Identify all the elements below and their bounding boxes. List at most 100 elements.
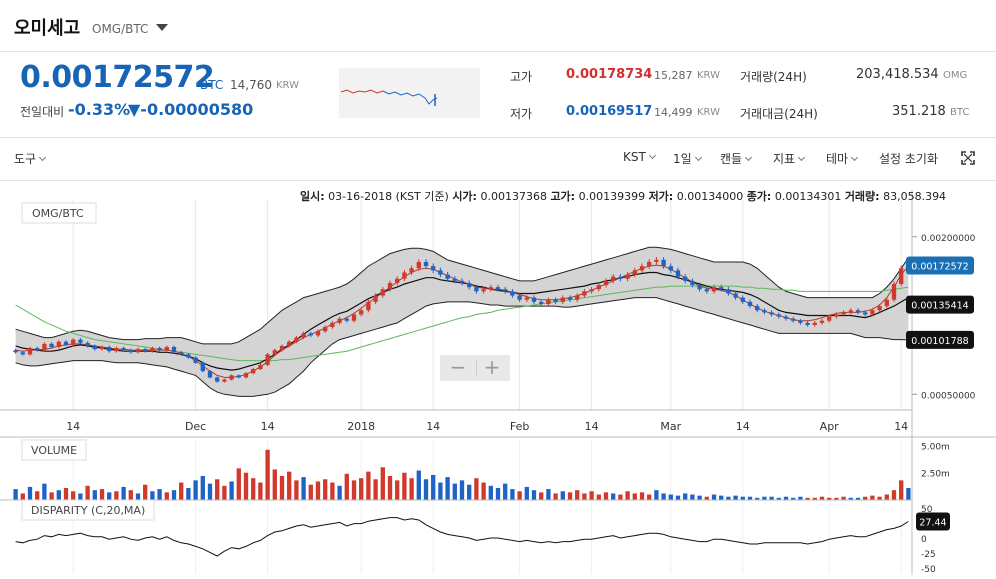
candle-body xyxy=(488,287,493,290)
reset-settings-button[interactable]: 설정 초기화 xyxy=(879,150,938,167)
candle-body xyxy=(27,348,33,355)
candle-body xyxy=(467,282,472,288)
price-chart[interactable]: 14 Dec 14 2018 14 Feb 14 Mar 14 Apr 14 0.00200000 0.… xyxy=(0,181,996,579)
candle-body xyxy=(524,297,529,300)
volume-bar xyxy=(452,483,457,500)
candle-body xyxy=(539,301,544,304)
volume-bar xyxy=(848,497,853,500)
candle-body xyxy=(380,289,385,296)
volume-bar xyxy=(92,490,97,500)
volume-bar xyxy=(776,497,781,500)
volume-bar xyxy=(373,479,378,500)
candle-body xyxy=(143,349,148,352)
zoom-in-button[interactable]: + xyxy=(483,355,501,379)
candle-body xyxy=(337,318,342,323)
candle-body xyxy=(308,333,313,336)
candle-body xyxy=(42,343,47,351)
candle-body xyxy=(121,348,126,351)
candle-body xyxy=(229,375,234,380)
sparkline-red xyxy=(340,89,384,94)
candle-body xyxy=(510,291,515,296)
candle-body xyxy=(762,310,767,313)
volume-bar xyxy=(877,496,882,500)
candle-body xyxy=(315,331,321,336)
candle-body xyxy=(834,314,839,317)
candle-body xyxy=(179,352,184,355)
chart-type-menu[interactable]: 캔들 xyxy=(720,150,753,167)
candle-body xyxy=(63,341,69,345)
interval-menu[interactable]: 1일 xyxy=(673,150,702,167)
candle-body xyxy=(459,280,465,283)
panel-label-box-disparity xyxy=(21,499,155,521)
amount-value: 351.218 xyxy=(892,104,946,119)
candle-body xyxy=(150,348,155,352)
candle-body xyxy=(517,295,522,300)
candle-body xyxy=(243,373,249,378)
candle-body xyxy=(431,266,436,271)
volume-bar xyxy=(35,491,40,500)
x-tick-label: 14 xyxy=(736,420,750,433)
candle-body xyxy=(798,320,803,323)
volume-bar xyxy=(344,473,349,500)
disparity-tick-label: -50 xyxy=(921,565,936,575)
price-tag-label: 0.00101788 xyxy=(911,336,968,347)
volume-bar xyxy=(402,472,407,500)
volume-bar xyxy=(812,497,817,500)
candle-body xyxy=(503,289,508,292)
coin-dropdown-icon[interactable] xyxy=(156,24,168,31)
volume-bar xyxy=(272,469,277,500)
volume-bar xyxy=(474,478,479,500)
volume-bar xyxy=(704,496,709,500)
volume-bar xyxy=(200,476,205,500)
candle-body xyxy=(755,306,760,311)
volume-bar xyxy=(611,493,616,500)
volume-bar xyxy=(157,489,162,500)
timezone-menu[interactable]: KST xyxy=(623,150,656,164)
info-volume-value: 83,058.394 xyxy=(883,190,947,203)
candle-body xyxy=(819,320,825,323)
volume-bar xyxy=(416,470,421,500)
zoom-out-button[interactable]: − xyxy=(449,355,467,379)
volume-bar xyxy=(366,471,371,500)
interval-menu-label: 1일 xyxy=(673,152,692,166)
volume-bar xyxy=(78,493,83,500)
candle-body xyxy=(884,299,889,307)
x-tick-label: 14 xyxy=(894,420,908,433)
candle-body xyxy=(71,339,76,345)
candle-body xyxy=(618,276,623,279)
change-label: 전일대비 xyxy=(20,105,65,119)
bollinger-upper-line xyxy=(15,246,909,345)
volume-bar xyxy=(459,480,465,500)
axis-layer: 14 Dec 14 2018 14 Feb 14 Mar 14 Apr 14 0.00200000 0.… xyxy=(0,190,996,575)
indicator-menu[interactable]: 지표 xyxy=(773,150,806,167)
fullscreen-icon[interactable] xyxy=(961,151,975,165)
candle-body xyxy=(373,295,378,302)
candle-body xyxy=(207,371,213,378)
change-amount: ▼-0.00000580 xyxy=(128,100,254,119)
volume-bar xyxy=(359,478,364,500)
volume-bar xyxy=(258,482,263,500)
volume-bar xyxy=(236,468,241,500)
volume-bar xyxy=(740,496,745,500)
candle-body xyxy=(603,280,609,286)
candle-body xyxy=(359,310,364,315)
theme-menu[interactable]: 테마 xyxy=(826,150,859,167)
volume-bar xyxy=(575,490,580,500)
price-unit: BTC xyxy=(200,78,224,92)
volume-bar xyxy=(481,482,486,500)
volume-bar xyxy=(603,492,609,500)
candle-body xyxy=(740,297,745,302)
volume-bar xyxy=(531,490,537,500)
candle-body xyxy=(35,348,40,351)
volume-bar xyxy=(323,479,328,500)
candle-body xyxy=(719,287,724,290)
candle-body xyxy=(236,375,241,378)
candle-body xyxy=(611,276,616,281)
candle-body xyxy=(855,310,861,313)
high-krw: 15,287 xyxy=(654,69,693,82)
volume-bar xyxy=(661,493,666,500)
tools-menu[interactable]: 도구 xyxy=(14,150,47,167)
volume-bar xyxy=(690,494,695,500)
volume-bar xyxy=(438,482,443,500)
candle-body xyxy=(452,278,457,281)
